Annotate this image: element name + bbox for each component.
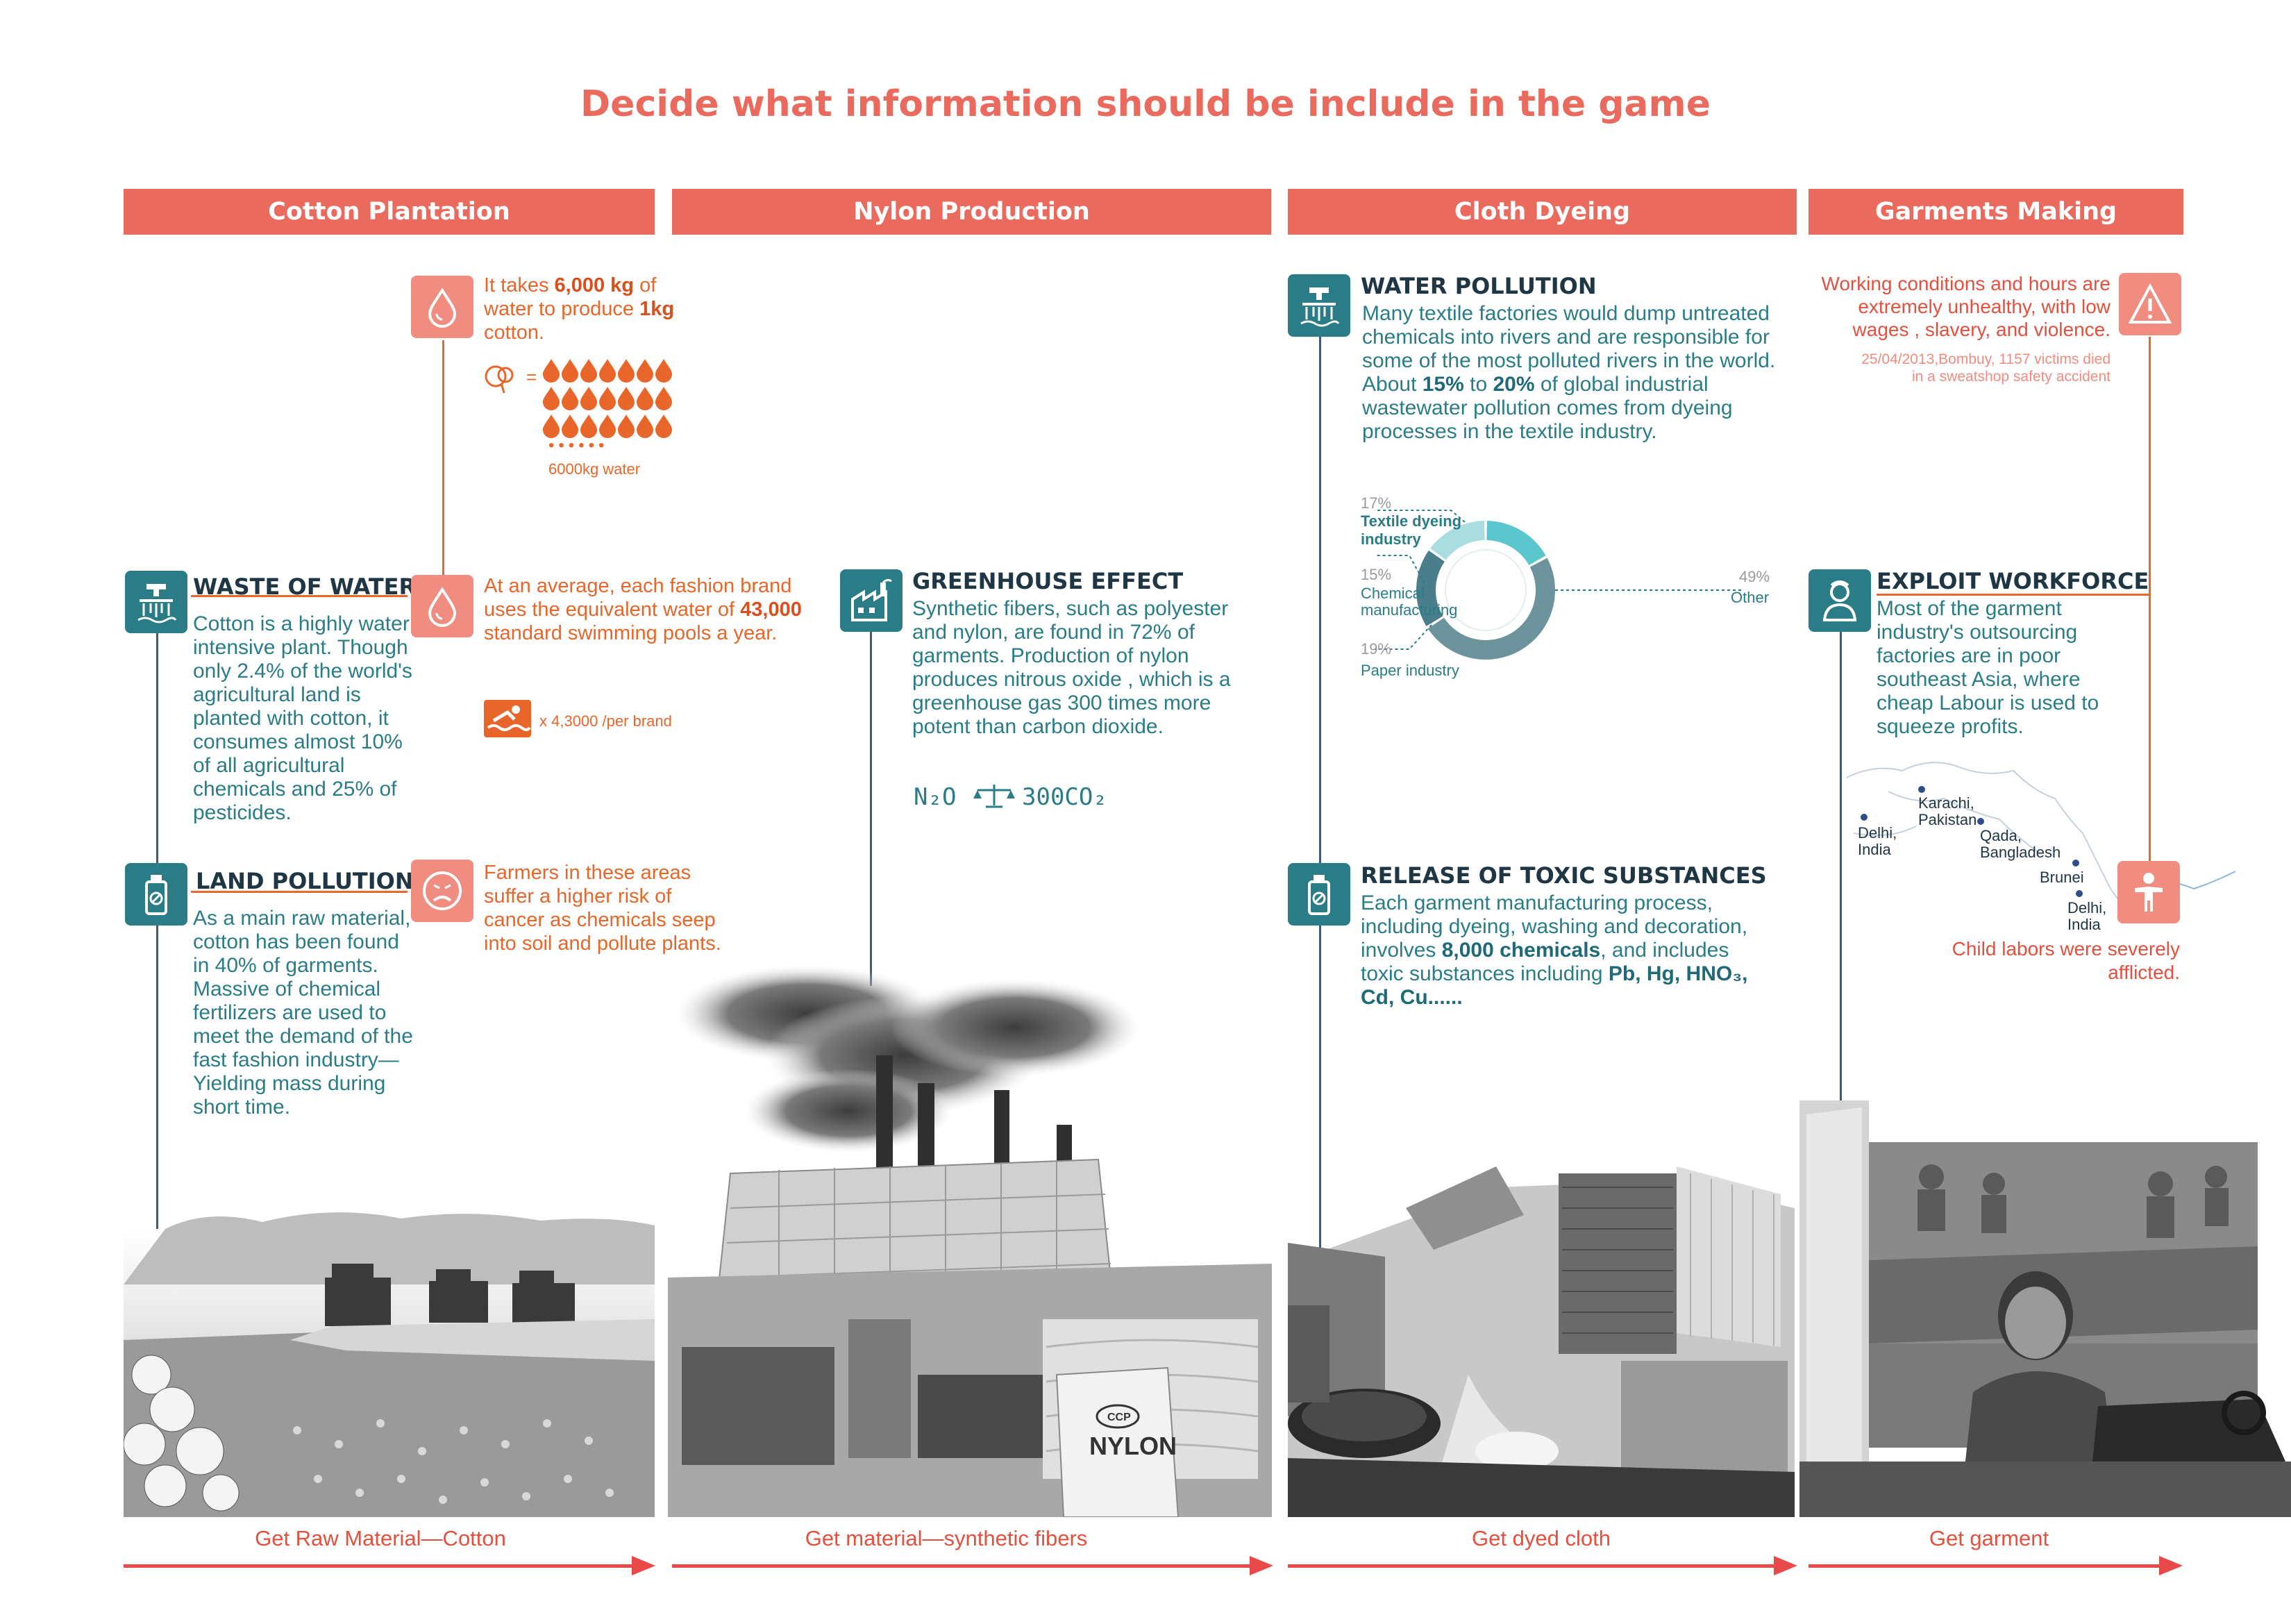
slice-pct-label: 19% <box>1361 640 1392 658</box>
flow-label-cotton: Get Raw Material—Cotton <box>255 1526 506 1550</box>
swimmer-icon <box>484 700 531 737</box>
toxic-substances-heading: RELEASE OF TOXIC SUBSTANCES <box>1361 862 1767 889</box>
land-pollution-text: As a main raw material, cotton has been … <box>193 907 413 1119</box>
leader-line <box>1375 510 1466 523</box>
formula-co2: 300CO₂ <box>1022 783 1107 811</box>
toxic-substances-text: Each garment manufacturing process, incl… <box>1361 891 1748 1009</box>
spray-can-icon <box>125 863 187 926</box>
exploit-workforce-heading: EXPLOIT WORKFORCE <box>1877 568 2149 594</box>
flow-label-garments: Get garment <box>1929 1526 2049 1550</box>
arrow-right-icon <box>2159 1556 2183 1575</box>
donut-slice <box>1427 558 1555 660</box>
worker-icon <box>1809 569 1871 632</box>
map-point-dot <box>1861 814 1868 821</box>
water-drop-icon <box>411 575 473 637</box>
map-point-dot <box>2072 860 2079 867</box>
sad-face-icon <box>411 860 473 922</box>
water-pollution-heading: WATER POLLUTION <box>1361 273 1597 299</box>
waste-of-water-text: Cotton is a highly water intensive plant… <box>193 612 412 824</box>
factory-emission-icon <box>840 569 903 632</box>
conditions-text: Working conditions and hours are extreme… <box>1821 273 2110 340</box>
balance-scale-icon <box>972 782 1016 810</box>
arrow-right-icon <box>1250 1556 1273 1575</box>
exploit-workforce-text: Most of the garment industry's outsourci… <box>1877 597 2099 738</box>
connector-line <box>1877 594 2151 596</box>
nylon-factory-photo: CCP NYLON <box>668 958 1272 1517</box>
wastewater-donut-chart <box>1354 486 1805 694</box>
slice-label: Paper industry <box>1361 662 1459 679</box>
spray-can-icon <box>1288 863 1350 926</box>
connector-line <box>191 595 408 597</box>
cotton-field-photo <box>124 1201 655 1517</box>
page-title: Decide what information should be includ… <box>580 83 1711 125</box>
map-point-dot <box>1918 786 1925 793</box>
child-icon <box>2117 861 2180 923</box>
equals-sign: = <box>526 367 537 387</box>
factory-water-icon <box>125 571 187 633</box>
phase-header-garments: Garments Making <box>1809 189 2183 235</box>
flow-label-nylon: Get material—synthetic fibers <box>805 1526 1088 1550</box>
slice-pct-label: 49% <box>1739 568 1770 585</box>
map-label: Delhi, India <box>2067 899 2107 933</box>
arrow-right-icon <box>1774 1556 1797 1575</box>
map-point-dot <box>1977 818 1984 825</box>
warning-icon <box>2119 273 2181 335</box>
donut-slice <box>1430 521 1485 560</box>
leader-line <box>1375 624 1432 650</box>
child-labor-text: Child labors were severely afflicted. <box>1952 938 2180 983</box>
water-drops-icon <box>543 359 692 439</box>
flow-arrow-line <box>124 1564 634 1568</box>
greenhouse-effect-text: Synthetic fibers, such as polyester and … <box>912 597 1231 738</box>
waste-of-water-heading: WASTE OF WATER <box>193 574 417 600</box>
slice-label: Other <box>1731 589 1770 606</box>
flow-arrow-line <box>1288 1564 1777 1568</box>
phase-header-nylon: Nylon Production <box>672 189 1271 235</box>
connector-line <box>191 891 408 893</box>
cotton-boll-icon <box>480 361 522 396</box>
donut-slice <box>1416 550 1445 626</box>
timeline-line-cotton <box>156 632 158 1326</box>
water-caption: 6000kg water <box>548 460 641 478</box>
flow-arrow-line <box>1809 1564 2163 1568</box>
phase-header-cotton: Cotton Plantation <box>124 189 655 235</box>
pools-fact-text: At an average, each fashion brand uses t… <box>484 575 802 644</box>
pools-caption: x 4,3000 /per brand <box>539 712 672 730</box>
slice-pct-label: 15% <box>1361 566 1392 583</box>
connector-line <box>442 340 444 576</box>
accident-text: 25/04/2013,Bombuy, 1157 victims died in … <box>1861 351 2110 385</box>
land-pollution-heading: LAND POLLUTION <box>196 868 414 894</box>
arrow-right-icon <box>632 1556 655 1575</box>
bag-brand-text: CCP <box>1107 1412 1131 1423</box>
flow-arrow-line <box>672 1564 1252 1568</box>
timeline-line-nylon <box>870 597 872 986</box>
map-point-dot <box>2076 890 2083 897</box>
ellipsis-dots: •••••• <box>548 436 609 455</box>
map-label: Karachi, Pakistan <box>1918 794 1977 828</box>
factory-water-icon <box>1288 274 1350 337</box>
timeline-line-dyeing <box>1319 333 1321 1257</box>
dyeing-factory-photo <box>1288 1125 1795 1517</box>
farmers-text: Farmers in these areas suffer a higher r… <box>484 862 721 955</box>
timeline-line-garments <box>1840 625 1842 1100</box>
flow-label-dyeing: Get dyed cloth <box>1472 1526 1611 1550</box>
bag-label-text: NYLON <box>1089 1432 1177 1460</box>
map-label: Delhi, India <box>1858 824 1897 858</box>
donut-center-ring <box>1445 549 1527 631</box>
slice-label: Chemical manufacturing <box>1361 585 1458 619</box>
water-fact-text: It takes 6,000 kg of water to produce 1k… <box>484 274 675 344</box>
formula-n2o: N₂O <box>914 783 957 811</box>
donut-slice <box>1486 521 1546 566</box>
greenhouse-effect-heading: GREENHOUSE EFFECT <box>912 568 1184 594</box>
slice-pct-label: 17% <box>1361 494 1392 512</box>
garment-workshop-photo <box>1799 1100 2291 1517</box>
water-drop-icon <box>411 276 473 338</box>
slice-label: Textile dyeing industry <box>1361 512 1462 548</box>
map-label: Qada, Bangladesh <box>1980 827 2061 861</box>
map-label: Brunei <box>2040 869 2084 886</box>
phase-header-dyeing: Cloth Dyeing <box>1288 189 1797 235</box>
water-pollution-text: Many textile factories would dump untrea… <box>1362 302 1776 443</box>
connector-line <box>2149 337 2151 861</box>
